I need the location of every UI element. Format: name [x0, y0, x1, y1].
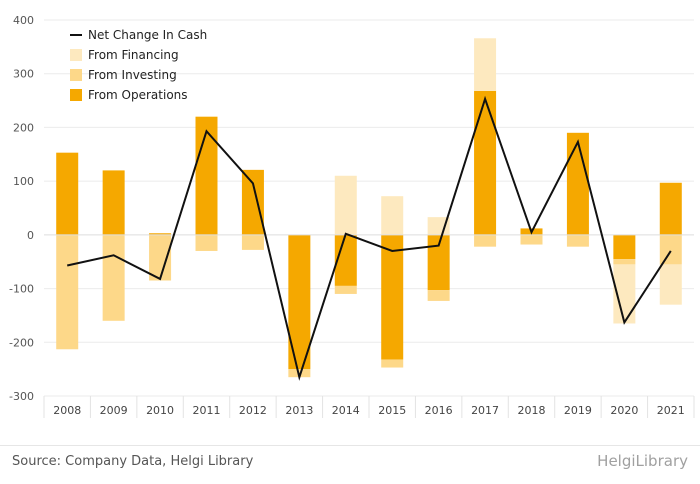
- y-tick-label: -300: [9, 390, 34, 403]
- x-tick-label: 2020: [610, 404, 638, 417]
- bar-from-investing: [149, 234, 172, 281]
- brand-logo: HelgiLibrary: [597, 452, 688, 470]
- y-tick-label: 400: [13, 14, 34, 27]
- x-tick-label: 2018: [518, 404, 546, 417]
- y-tick-label: -100: [9, 283, 34, 296]
- legend-label: From Investing: [88, 68, 177, 82]
- x-tick-label: 2010: [146, 404, 174, 417]
- bar-from-financing: [474, 38, 497, 91]
- y-tick-label: 0: [27, 229, 34, 242]
- x-tick-label: 2016: [425, 404, 453, 417]
- bar-from-operations: [56, 152, 79, 235]
- legend-swatch: [70, 69, 82, 81]
- x-tick-label: 2019: [564, 404, 592, 417]
- bar-from-operations: [381, 234, 404, 360]
- legend-label: Net Change In Cash: [88, 28, 207, 42]
- bar-from-operations: [659, 182, 682, 235]
- bar-from-investing: [381, 359, 404, 368]
- bar-from-investing: [195, 234, 218, 251]
- bar-from-investing: [566, 234, 589, 247]
- bar-from-operations: [241, 169, 264, 235]
- legend-label: From Operations: [88, 88, 188, 102]
- bar-from-financing: [659, 264, 682, 305]
- x-tick-label: 2009: [100, 404, 128, 417]
- bar-from-investing: [474, 234, 497, 247]
- x-tick-label: 2017: [471, 404, 499, 417]
- bar-from-operations: [613, 234, 636, 260]
- bar-from-investing: [427, 290, 450, 301]
- bar-from-operations: [288, 234, 311, 370]
- bar-from-investing: [334, 285, 357, 294]
- bar-from-investing: [56, 234, 79, 350]
- footer: Source: Company Data, Helgi Library Helg…: [0, 445, 700, 484]
- bar-from-financing: [381, 196, 404, 235]
- x-tick-label: 2014: [332, 404, 360, 417]
- x-tick-label: 2008: [53, 404, 81, 417]
- y-tick-label: 200: [13, 121, 34, 134]
- legend-swatch: [70, 49, 82, 61]
- bar-from-operations: [427, 234, 450, 291]
- bar-from-operations: [474, 90, 497, 235]
- chart: -300 -200 -100 0 100 200 300 400 2008 2009 2010 201…: [9, 14, 695, 418]
- bar-from-operations: [102, 170, 125, 235]
- legend-swatch: [70, 89, 82, 101]
- y-tick-label: 100: [13, 175, 34, 188]
- bar-from-investing: [102, 234, 125, 321]
- bar-from-investing: [613, 259, 636, 265]
- y-tick-label: 300: [13, 68, 34, 81]
- y-tick-label: -200: [9, 336, 34, 349]
- bar-from-financing: [613, 264, 636, 324]
- bar-from-operations: [566, 132, 589, 235]
- x-tick-label: 2021: [657, 404, 685, 417]
- bar-from-investing: [659, 234, 682, 265]
- bar-from-operations: [149, 233, 172, 235]
- x-tick-label: 2013: [285, 404, 313, 417]
- x-tick-label: 2011: [193, 404, 221, 417]
- bar-from-financing: [334, 175, 357, 235]
- bar-from-investing: [241, 234, 264, 250]
- source-note: Source: Company Data, Helgi Library: [12, 454, 254, 469]
- x-tick-label: 2015: [378, 404, 406, 417]
- legend-label: From Financing: [88, 48, 179, 62]
- x-tick-label: 2012: [239, 404, 267, 417]
- bar-from-investing: [520, 234, 543, 245]
- line-net-change-in-cash: [66, 95, 672, 381]
